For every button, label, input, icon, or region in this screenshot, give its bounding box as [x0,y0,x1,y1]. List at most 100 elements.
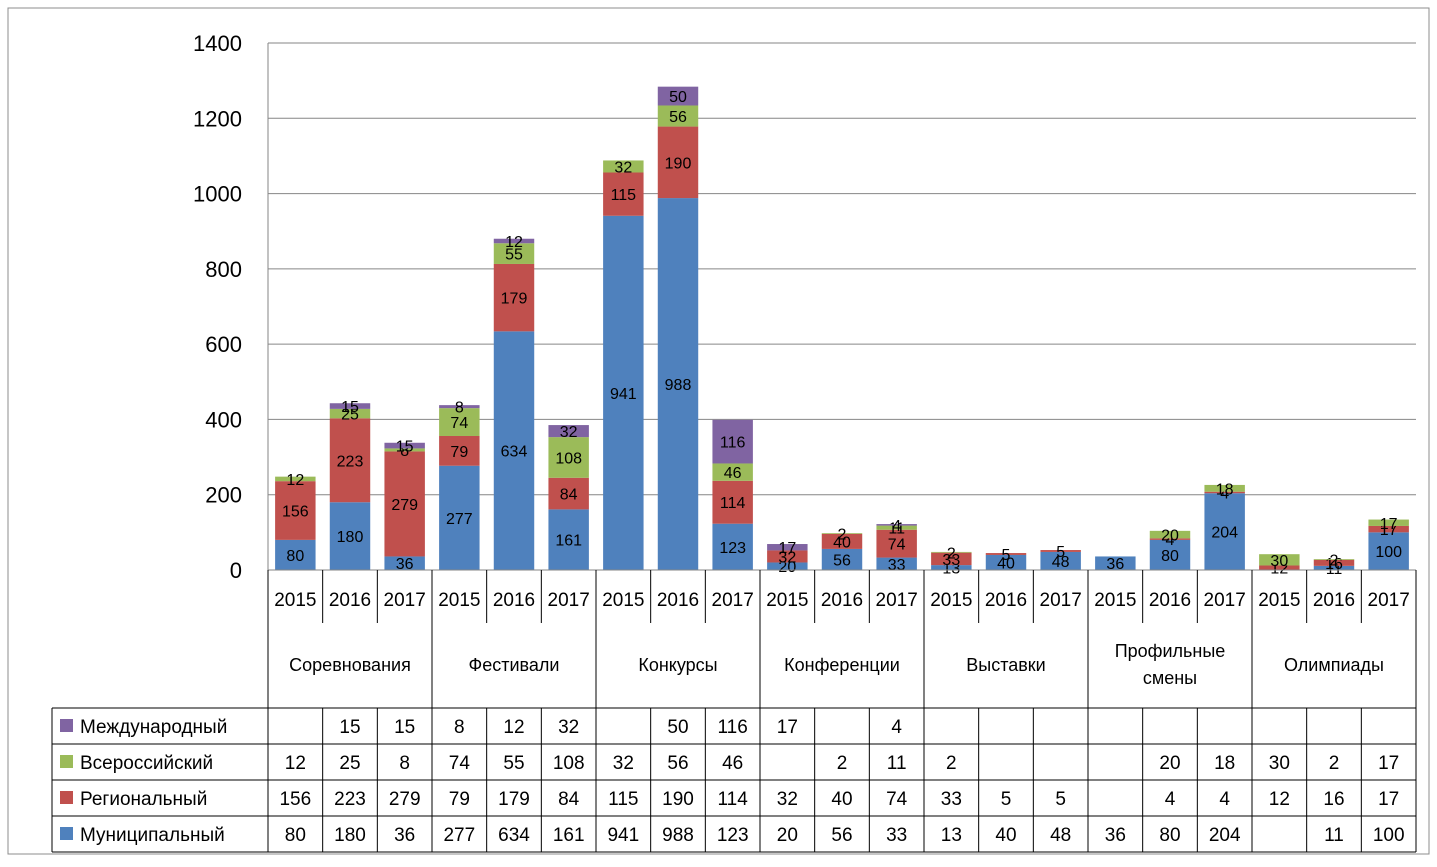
bar-segment-3-21 [1368,519,1409,526]
table-cell-4-13: 13 [941,825,962,846]
data-label-2-9: 114 [720,495,746,512]
data-label-2-7: 115 [611,187,637,204]
bar-segment-2-15 [1040,550,1081,552]
data-label-3-19: 30 [1270,553,1288,570]
data-label-3-20: 2 [1330,552,1339,569]
bar-segment-3-19 [1259,554,1300,566]
y-tick-label-0: 0 [230,558,242,583]
table-cell-4-20: 11 [1324,825,1344,846]
bar-segment-2-8 [657,126,699,199]
table-cell-2-5: 55 [503,753,524,774]
bar-segment-3-17 [1149,530,1191,539]
year-label-17: 2016 [1149,590,1191,611]
data-label-1-7: 941 [610,386,637,403]
table-cell-4-21: 100 [1373,825,1405,846]
group-label-6-line-2: смены [1143,668,1197,688]
data-label-2-10: 32 [778,549,796,566]
bar-segment-3-3 [384,448,425,452]
data-label-1-2: 180 [337,529,364,546]
table-cell-3-20: 16 [1323,789,1344,810]
data-label-1-10: 20 [778,559,796,576]
year-label-18: 2017 [1204,590,1246,611]
data-label-2-21: 17 [1380,522,1398,539]
bar-segment-3-7 [603,160,644,173]
table-cell-3-7: 115 [608,789,638,810]
data-label-4-6: 32 [560,424,578,441]
bar-segment-1-4 [439,465,480,570]
bar-segment-2-11 [821,533,863,549]
table-cell-1-3: 15 [394,717,415,738]
data-label-1-16: 36 [1106,556,1124,573]
bar-segment-3-20 [1313,559,1355,560]
bar-segment-1-7 [603,215,644,571]
bar-segment-3-18 [1204,484,1245,492]
table-cell-3-12: 74 [886,789,908,810]
bar-segment-4-2 [329,403,371,409]
data-label-3-11: 2 [838,526,847,543]
table-cell-2-2: 25 [339,753,360,774]
bar-segment-1-17 [1149,539,1191,570]
bar-segment-2-10 [767,550,808,563]
data-label-1-12: 33 [888,557,906,574]
data-label-2-12: 74 [888,537,906,554]
data-label-2-18: 4 [1220,485,1229,502]
data-label-3-8: 56 [669,109,687,126]
data-label-2-4: 79 [450,444,468,461]
table-cell-2-17: 20 [1159,753,1180,774]
bar-segment-2-9 [712,480,753,524]
bar-segment-3-4 [439,408,480,436]
table-cell-4-14: 40 [995,825,1016,846]
data-label-2-17: 4 [1166,532,1175,549]
year-label-8: 2016 [657,590,699,611]
table-cell-1-4: 8 [454,717,465,738]
table-cell-3-3: 279 [389,789,421,810]
data-label-2-13: 33 [942,552,960,569]
table-cell-4-10: 20 [777,825,798,846]
y-tick-label-1000: 1000 [193,182,242,207]
table-cell-4-9: 123 [717,825,749,846]
year-label-21: 2017 [1368,590,1410,611]
legend-label-1: Международный [80,717,227,738]
data-label-1-15: 48 [1052,554,1070,571]
bar-segment-3-8 [657,105,699,127]
data-label-2-6: 84 [560,487,578,504]
data-label-3-21: 17 [1380,516,1398,533]
bar-segment-1-3 [384,556,425,570]
data-label-2-14: 5 [1002,547,1011,564]
year-label-9: 2017 [712,590,754,611]
table-cell-2-11: 2 [837,753,848,774]
bar-segment-4-10 [767,544,808,551]
bar-segment-2-4 [439,435,480,466]
group-label-1: Соревнования [289,655,411,675]
data-label-2-5: 179 [501,291,528,308]
data-label-3-13: 2 [947,545,956,562]
table-cell-3-9: 114 [718,789,749,810]
bar-segment-3-6 [548,437,589,478]
data-label-2-3: 279 [391,497,418,514]
group-label-5: Выставки [966,655,1046,675]
table-cell-3-14: 5 [1001,789,1012,810]
legend-label-3: Региональный [80,789,207,810]
data-label-1-1: 80 [286,548,304,565]
data-label-1-4: 277 [446,511,473,528]
table-cell-2-8: 56 [667,753,688,774]
table-cell-2-19: 30 [1269,753,1290,774]
year-label-14: 2016 [985,590,1027,611]
data-label-1-6: 161 [555,533,582,550]
bar-segment-3-11 [821,533,863,534]
data-label-4-5: 12 [505,234,523,251]
table-cell-1-10: 17 [777,717,798,738]
legend-label-2: Всероссийский [80,753,213,774]
data-label-3-3: 8 [400,443,409,460]
table-cell-2-20: 2 [1329,753,1340,774]
year-label-20: 2016 [1313,590,1355,611]
y-tick-label-1400: 1400 [193,31,242,56]
bar-segment-3-2 [329,408,371,419]
legend-swatch-4 [60,827,73,840]
bar-segment-1-21 [1368,532,1409,570]
bar-segment-2-20 [1313,559,1355,566]
table-cell-1-12: 4 [891,717,902,738]
table-cell-4-15: 48 [1050,825,1071,846]
bar-segment-2-13 [931,552,972,566]
bar-segment-4-5 [493,238,535,244]
